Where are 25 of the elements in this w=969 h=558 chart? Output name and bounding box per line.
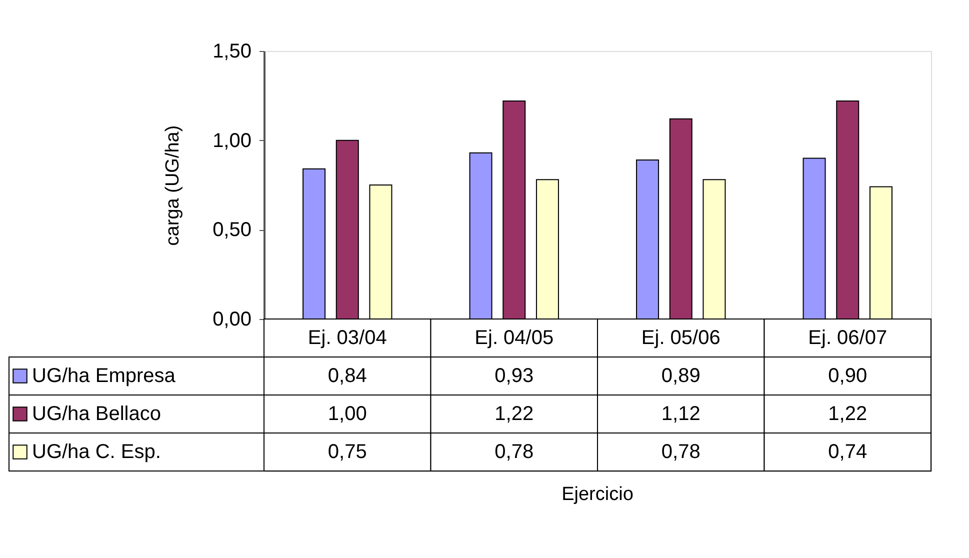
legend-label: UG/ha Empresa bbox=[32, 365, 176, 387]
data-label: 1,12 bbox=[661, 403, 700, 425]
data-label: 0,84 bbox=[328, 365, 367, 387]
y-tick-label: 1,50 bbox=[212, 40, 252, 62]
legend-label: UG/ha C. Esp. bbox=[32, 441, 161, 463]
data-label: 0,78 bbox=[494, 441, 534, 463]
y-axis-title: carga (UG/ha) bbox=[162, 125, 184, 246]
y-tick-label: 1,00 bbox=[212, 130, 252, 152]
x-tick-label: Ej. 06/07 bbox=[808, 327, 888, 349]
data-label: 1,22 bbox=[828, 403, 868, 425]
y-tick-label: 0,50 bbox=[212, 219, 252, 242]
x-tick-label: Ej. 05/06 bbox=[641, 327, 720, 349]
data-label: 0,93 bbox=[494, 365, 534, 387]
legend-label: UG/ha Bellaco bbox=[32, 403, 161, 425]
data-label: 0,89 bbox=[661, 365, 700, 387]
text: Ejercicio bbox=[562, 484, 634, 505]
x-tick-label: Ej. 03/04 bbox=[308, 327, 387, 349]
data-label: 0,75 bbox=[328, 441, 367, 463]
x-tick-label: Ej. 04/05 bbox=[474, 327, 554, 349]
data-label: 1,22 bbox=[494, 403, 534, 425]
y-tick-label: 0,00 bbox=[212, 308, 252, 330]
data-label: 0,90 bbox=[828, 365, 868, 387]
data-label: 0,74 bbox=[828, 441, 868, 463]
data-label: 1,00 bbox=[328, 403, 367, 425]
data-label: 0,78 bbox=[661, 441, 700, 463]
